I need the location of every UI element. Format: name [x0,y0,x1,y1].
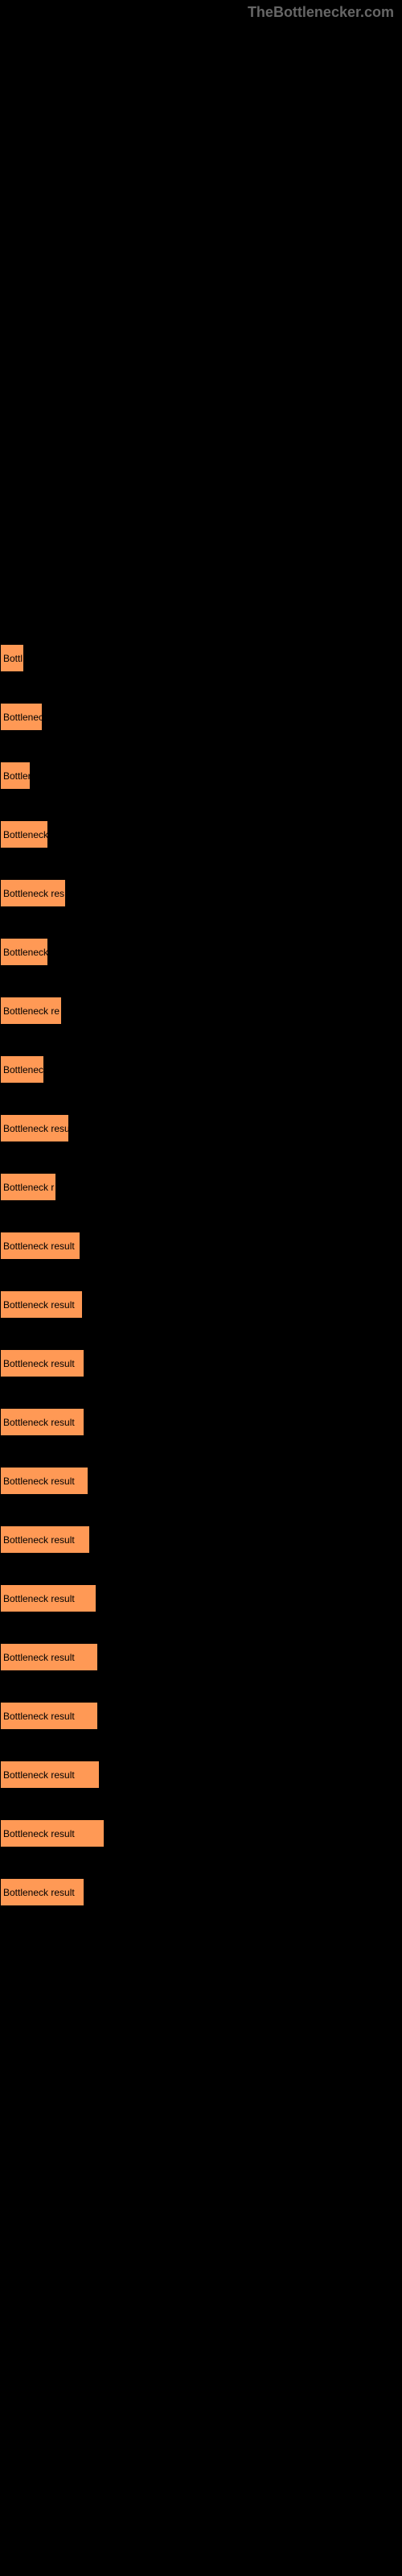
bar: Bottleneck result [0,1878,84,1906]
bar: Bottleneck result [0,1408,84,1436]
bar-row: Bottleneck result [0,1878,402,1906]
bar-row: Bottler [0,762,402,790]
bar-row: Bottleneck re [0,997,402,1025]
bar-row: Bottleneck result [0,1349,402,1377]
bar: Bottleneck resu [0,1114,69,1142]
bar: Bottleneck result [0,1819,105,1847]
bars-container: Bottl Bottlenec Bottler Bottleneck Bottlenec… [0,644,402,1906]
bar-row: Bottleneck result [0,1232,402,1260]
bar-row: Bottleneck result [0,1467,402,1495]
bar: Bottlenec [0,1055,44,1084]
bar-row: Bottleneck result [0,1643,402,1671]
bar-row: Bottlenec [0,703,402,731]
bar: Bottleneck result [0,1525,90,1554]
bar-row: Bottleneck [0,938,402,966]
bar: Bottleneck result [0,1702,98,1730]
bar-row: Bottleneck resu [0,1114,402,1142]
bar: Bottleneck result [0,1467,88,1495]
bar: Bottleneck [0,820,48,848]
bar: Bottleneck result [0,1584,96,1612]
bar: Bottleneck result [0,1290,83,1319]
bar: Bottleneck res [0,879,66,907]
watermark-text: TheBottlenecker.com [248,4,394,21]
bar: Bottleneck result [0,1232,80,1260]
bar-row: Bottleneck result [0,1584,402,1612]
bar-row: Bottl [0,644,402,672]
bar: Bottlenec [0,703,43,731]
bar-row: Bottleneck result [0,1702,402,1730]
bar-row: Bottlenec [0,1055,402,1084]
bar: Bottleneck re [0,997,62,1025]
bar-row: Bottleneck [0,820,402,848]
chart-container: Bottl Bottlenec Bottler Bottleneck Bottlenec… [0,0,402,1977]
bar-row: Bottleneck result [0,1761,402,1789]
bar: Bottl [0,644,24,672]
bar: Bottleneck [0,938,48,966]
bar-row: Bottleneck res [0,879,402,907]
bar: Bottleneck result [0,1643,98,1671]
bar-row: Bottleneck result [0,1525,402,1554]
bar: Bottleneck result [0,1761,100,1789]
bar-row: Bottleneck r [0,1173,402,1201]
bar: Bottleneck result [0,1349,84,1377]
bar-row: Bottleneck result [0,1408,402,1436]
bar: Bottleneck r [0,1173,56,1201]
bar-row: Bottleneck result [0,1290,402,1319]
bar-row: Bottleneck result [0,1819,402,1847]
bar: Bottler [0,762,31,790]
